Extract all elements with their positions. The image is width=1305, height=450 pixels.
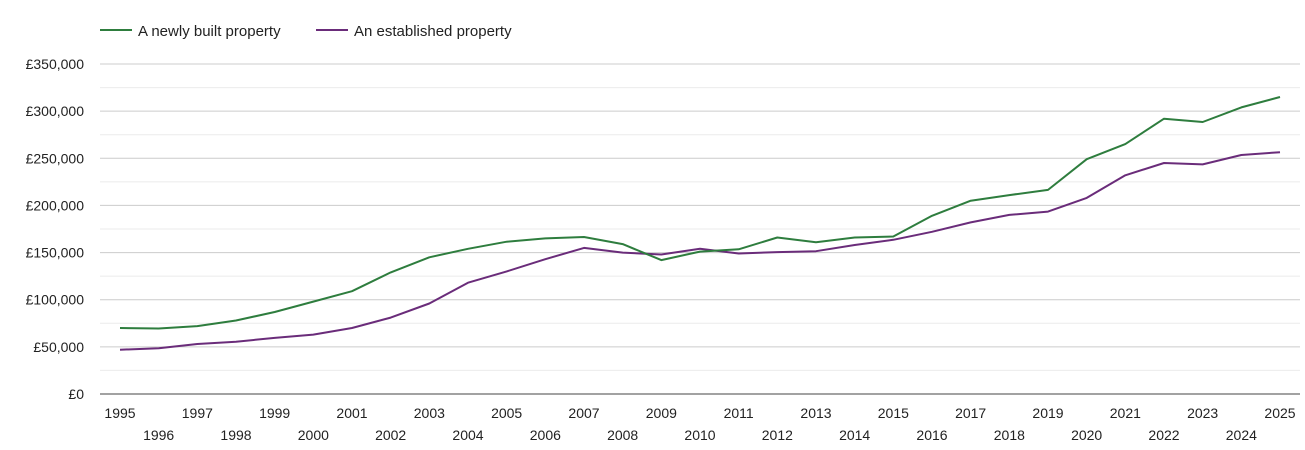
x-tick-label: 1998: [220, 427, 251, 443]
x-tick-label: 2009: [646, 405, 677, 421]
legend-label-new-build: A newly built property: [138, 23, 281, 40]
x-tick-label: 2008: [607, 427, 638, 443]
x-tick-label: 2011: [724, 405, 754, 421]
x-tick-label: 2010: [684, 427, 715, 443]
x-tick-label: 2014: [839, 427, 870, 443]
x-tick-label: 2000: [298, 427, 329, 443]
series-line-established: [119, 151, 1281, 351]
legend: A newly built property An established pr…: [100, 23, 512, 40]
y-tick-label: £250,000: [26, 150, 85, 166]
legend-label-established: An established property: [354, 23, 512, 40]
x-tick-label: 2022: [1148, 427, 1179, 443]
x-tick-label: 2024: [1226, 427, 1257, 443]
x-tick-label: 2004: [452, 427, 483, 443]
x-tick-label: 2021: [1110, 405, 1141, 421]
x-tick-label: 2002: [375, 427, 406, 443]
x-tick-label: 2007: [568, 405, 599, 421]
x-tick-label: 2003: [414, 405, 445, 421]
x-tick-label: 2012: [762, 427, 793, 443]
y-tick-label: £0: [68, 386, 84, 402]
x-tick-label: 2016: [916, 427, 947, 443]
x-tick-label: 2001: [336, 405, 367, 421]
x-tick-label: 2020: [1071, 427, 1102, 443]
x-tick-label: 1999: [259, 405, 290, 421]
x-tick-label: 2017: [955, 405, 986, 421]
x-tick-label: 1995: [104, 405, 135, 421]
x-tick-label: 2025: [1264, 405, 1295, 421]
x-tick-label: 2005: [491, 405, 522, 421]
y-tick-label: £100,000: [26, 292, 85, 308]
y-tick-label: £350,000: [26, 56, 85, 72]
x-tick-label: 1996: [143, 427, 174, 443]
y-tick-label: £200,000: [26, 197, 85, 213]
y-tick-label: £50,000: [33, 339, 84, 355]
y-tick-label: £300,000: [26, 103, 85, 119]
x-tick-label: 2019: [1032, 405, 1063, 421]
series-layer: [119, 96, 1281, 351]
x-tick-label: 2013: [800, 405, 831, 421]
y-tick-label: £150,000: [26, 245, 85, 261]
x-tick-label: 2018: [994, 427, 1025, 443]
x-tick-label: 2006: [530, 427, 561, 443]
x-tick-label: 1997: [182, 405, 213, 421]
x-tick-label: 2015: [878, 405, 909, 421]
y-axis: £0 £50,000 £100,000 £150,000 £200,000 £250,00…: [26, 56, 85, 402]
x-axis: 1995 1996 1997 1998 1999 2000 2001 2002 2003 2004…: [100, 393, 1300, 443]
grid: [100, 63, 1300, 371]
series-line-new-build: [119, 96, 1281, 330]
x-tick-label: 2023: [1187, 405, 1218, 421]
